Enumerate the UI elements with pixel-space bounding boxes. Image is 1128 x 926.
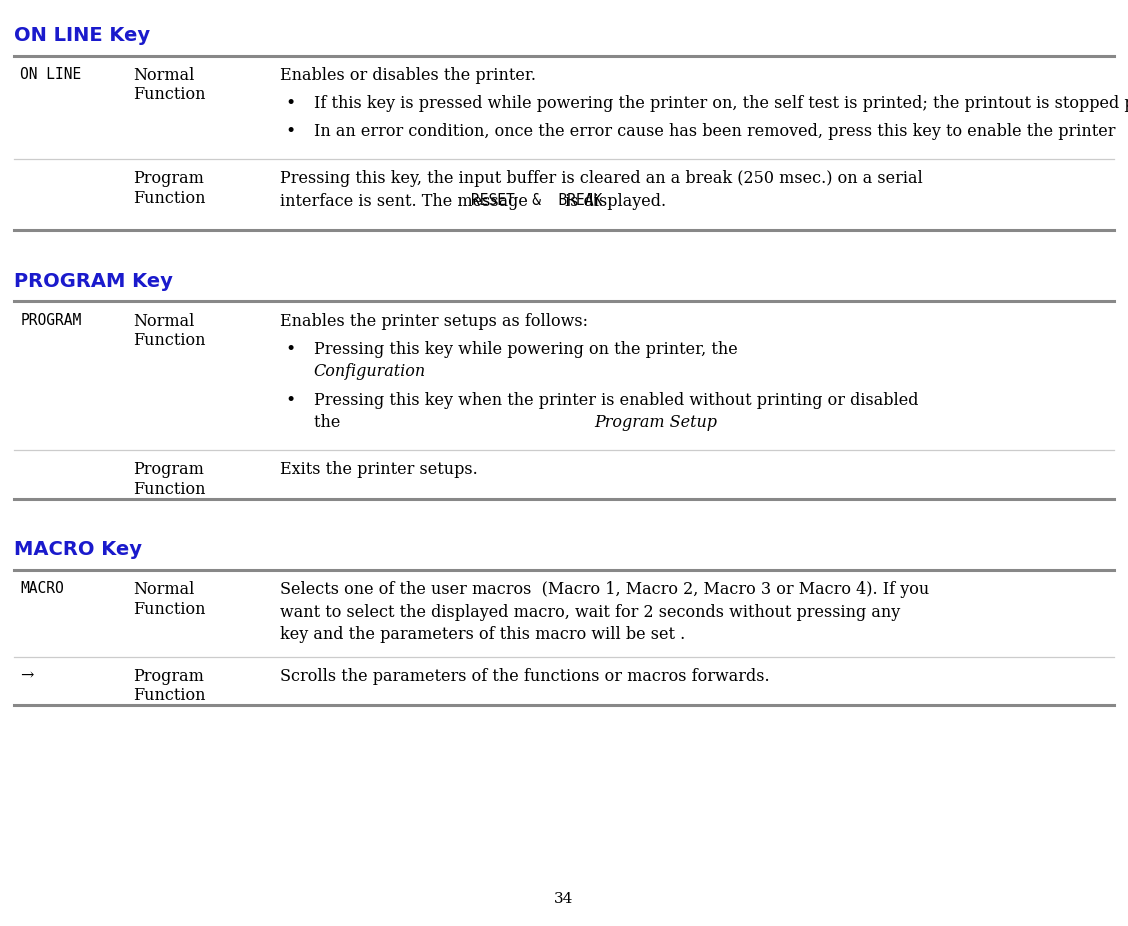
Text: want to select the displayed macro, wait for 2 seconds without pressing any: want to select the displayed macro, wait… bbox=[280, 604, 900, 620]
Text: ON LINE: ON LINE bbox=[20, 67, 81, 81]
Text: Enables the printer setups as follows:: Enables the printer setups as follows: bbox=[280, 312, 588, 330]
Text: In an error condition, once the error cause has been removed, press this key to : In an error condition, once the error ca… bbox=[314, 123, 1116, 140]
Text: If this key is pressed while powering the printer on, the self test is printed; : If this key is pressed while powering th… bbox=[314, 95, 1128, 112]
Text: Program Setup: Program Setup bbox=[593, 414, 716, 432]
Text: the: the bbox=[314, 414, 345, 432]
Text: 34: 34 bbox=[554, 892, 574, 906]
Text: Normal
Function: Normal Function bbox=[133, 67, 205, 104]
Text: Exits the printer setups.: Exits the printer setups. bbox=[280, 461, 477, 478]
Text: •: • bbox=[285, 95, 296, 112]
Text: →: → bbox=[20, 668, 34, 684]
Text: •: • bbox=[285, 392, 296, 408]
Text: Pressing this key, the input buffer is cleared an a break (250 msec.) on a seria: Pressing this key, the input buffer is c… bbox=[280, 170, 923, 187]
Text: Program
Function: Program Function bbox=[133, 668, 205, 705]
Text: Enables or disables the printer.: Enables or disables the printer. bbox=[280, 67, 536, 83]
Text: Configuration: Configuration bbox=[314, 363, 425, 381]
Text: MACRO: MACRO bbox=[20, 582, 64, 596]
Text: MACRO Key: MACRO Key bbox=[14, 540, 141, 559]
Text: RESET  &  BREAK: RESET & BREAK bbox=[470, 193, 602, 207]
Text: •: • bbox=[285, 341, 296, 357]
Text: Normal
Function: Normal Function bbox=[133, 582, 205, 618]
Text: key and the parameters of this macro will be set .: key and the parameters of this macro wil… bbox=[280, 626, 685, 644]
Text: PROGRAM Key: PROGRAM Key bbox=[14, 271, 173, 291]
Text: Selects one of the user macros  (Macro 1, Macro 2, Macro 3 or Macro 4). If you: Selects one of the user macros (Macro 1,… bbox=[280, 582, 929, 598]
Text: Normal
Function: Normal Function bbox=[133, 312, 205, 349]
Text: is displayed.: is displayed. bbox=[559, 193, 666, 209]
Text: Scrolls the parameters of the functions or macros forwards.: Scrolls the parameters of the functions … bbox=[280, 668, 769, 684]
Text: PROGRAM: PROGRAM bbox=[20, 312, 81, 328]
Text: Pressing this key while powering on the printer, the: Pressing this key while powering on the … bbox=[314, 341, 742, 357]
Text: Program
Function: Program Function bbox=[133, 170, 205, 206]
Text: Program
Function: Program Function bbox=[133, 461, 205, 498]
Text: ON LINE Key: ON LINE Key bbox=[14, 26, 150, 45]
Text: interface is sent. The message: interface is sent. The message bbox=[280, 193, 532, 209]
Text: •: • bbox=[285, 123, 296, 140]
Text: Pressing this key when the printer is enabled without printing or disabled: Pressing this key when the printer is en… bbox=[314, 392, 918, 408]
